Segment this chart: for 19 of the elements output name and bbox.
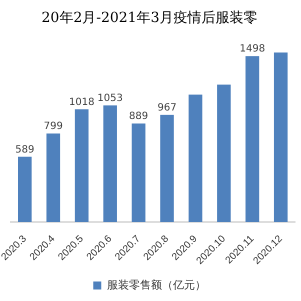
legend-label: 服装零售额（亿元）	[106, 278, 206, 292]
bar	[132, 124, 146, 222]
data-label: 967	[157, 102, 177, 114]
bar	[18, 156, 32, 222]
chart-title: 20年2月-2021年3月疫情后服装零	[42, 10, 258, 26]
bar	[103, 105, 117, 222]
bar	[274, 52, 288, 222]
data-label: 799	[44, 121, 63, 132]
bar	[188, 94, 202, 222]
bar	[74, 109, 89, 222]
bar	[46, 133, 60, 222]
bar	[246, 56, 260, 222]
data-label: 589	[15, 144, 34, 156]
data-label: 1498	[240, 44, 266, 55]
bar	[217, 84, 231, 222]
data-label: 1053	[97, 92, 123, 104]
data-label: 1018	[68, 96, 94, 108]
bar	[160, 114, 174, 222]
data-label: 889	[129, 111, 148, 122]
